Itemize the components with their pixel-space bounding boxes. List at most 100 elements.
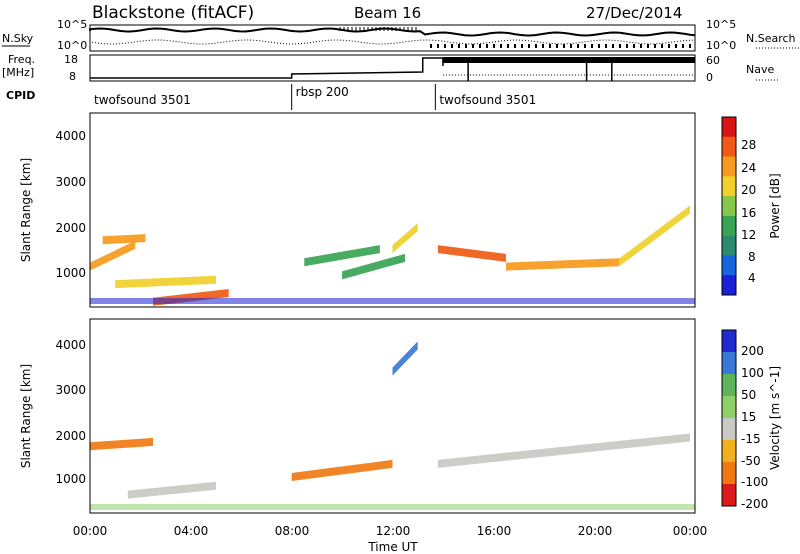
nsearch-dot: [675, 44, 677, 48]
nsearch-dot: [591, 44, 593, 48]
cpid-segment-label: twofsound 3501: [439, 93, 536, 107]
vel-cbar-tick: 100: [741, 366, 764, 380]
power-echo-band: [342, 253, 406, 280]
nsearch-dot: [535, 44, 537, 48]
nsearch-dot: [472, 44, 474, 48]
nsky-trace: [89, 27, 696, 48]
nsearch-dot: [654, 44, 656, 48]
power-colorbar: [722, 117, 736, 296]
nsky-line: [89, 27, 696, 37]
velocity-colorbar-cell: [722, 330, 736, 353]
velocity-heatmap: [90, 341, 695, 510]
nsearch-dot: [626, 44, 628, 48]
freq-tick-top: 18: [64, 53, 78, 66]
power-echo-band: [115, 275, 217, 289]
vel-cbar-tick: 200: [741, 344, 764, 358]
power-panel-frame: [89, 112, 696, 308]
time-axis: 00:00 04:00 08:00 12:00 16:00 20:00 00:0…: [73, 524, 708, 538]
freq-label-1: Freq.: [8, 53, 35, 66]
nsearch-dot: [682, 44, 684, 48]
beam-title: Beam 16: [354, 4, 421, 22]
nsearch-dot: [563, 44, 565, 48]
power-cbar-tick: 12: [741, 228, 756, 242]
power-cbar-tick: 16: [741, 206, 756, 220]
time-tick: 00:00: [73, 524, 108, 538]
nsearch-dot: [500, 44, 502, 48]
power-colorbar-cell: [722, 117, 736, 138]
power-colorbar-cell: [722, 255, 736, 276]
nsearch-dot: [430, 44, 432, 48]
power-heatmap: [90, 205, 695, 306]
nsearch-dot: [542, 44, 544, 48]
power-echo-band: [90, 240, 136, 271]
time-tick: 08:00: [275, 524, 310, 538]
nsearch-dot: [584, 44, 586, 48]
nsky-tick-bottom: 10^0: [57, 39, 87, 52]
vel-cbar-tick: -50: [741, 454, 761, 468]
velocity-y-axis: 4000 3000 2000 1000: [55, 338, 86, 486]
power-colorbar-label: Power [dB]: [768, 173, 782, 238]
vel-cbar-tick: -15: [741, 432, 761, 446]
nave-tick-top: 60: [706, 54, 720, 67]
nsky-tick-top: 10^5: [57, 18, 87, 31]
velocity-panel-bg: [90, 319, 695, 513]
nsearch-dot: [556, 44, 558, 48]
nsearch-dot: [640, 44, 642, 48]
power-cbar-tick: 28: [741, 138, 756, 152]
nsearch-dot: [605, 44, 607, 48]
nave-label: Nave: [746, 63, 774, 76]
nsearch-dot: [521, 44, 523, 48]
date-title: 27/Dec/2014: [586, 4, 682, 22]
nsearch-dot: [647, 44, 649, 48]
power-colorbar-cell: [722, 136, 736, 158]
nave-band: [442, 57, 695, 63]
velocity-echo-band: [437, 433, 690, 468]
nsearch-dot: [689, 44, 691, 48]
nsearch-dot: [598, 44, 600, 48]
power-echo-band: [437, 245, 506, 262]
power-ytick-3000: 3000: [55, 175, 86, 189]
velocity-colorbar-cell: [722, 352, 736, 375]
time-tick: 04:00: [174, 524, 209, 538]
velocity-ytick-4000: 4000: [55, 338, 86, 352]
cpid-segment-label: twofsound 3501: [94, 93, 191, 107]
power-cbar-tick: 4: [748, 271, 756, 285]
vel-cbar-tick: 15: [741, 410, 756, 424]
freq-label-2: [MHz]: [2, 66, 34, 79]
nsearch-tick-bottom: 10^0: [706, 39, 736, 52]
power-near-range: [90, 298, 695, 304]
nsearch-dot: [437, 44, 439, 48]
power-colorbar-cell: [722, 275, 736, 296]
station-title: Blackstone (fitACF): [92, 3, 254, 23]
nsearch-dot: [479, 44, 481, 48]
velocity-echo-band: [127, 481, 217, 499]
nsearch-dot: [661, 44, 663, 48]
power-colorbar-cell: [722, 196, 736, 217]
velocity-y-label: Slant Range [km]: [19, 364, 33, 468]
power-cbar-tick: 20: [741, 183, 756, 197]
time-axis-label: Time UT: [367, 540, 418, 554]
nsearch-dot: [444, 44, 446, 48]
nsearch-label: N.Search: [746, 32, 796, 45]
nsearch-dot: [507, 44, 509, 48]
power-y-axis: 4000 3000 2000 1000: [55, 129, 86, 280]
nsearch-dot: [577, 44, 579, 48]
time-tick: 12:00: [376, 524, 411, 538]
nsearch-dot: [549, 44, 551, 48]
power-colorbar-cell: [722, 235, 736, 256]
time-tick: 16:00: [477, 524, 512, 538]
velocity-colorbar-frame: [721, 329, 737, 507]
nsearch-dot: [668, 44, 670, 48]
power-echo-band: [505, 258, 620, 271]
vel-cbar-tick: -100: [741, 475, 768, 489]
power-cbar-tick: 24: [741, 161, 756, 175]
velocity-ytick-1000: 1000: [55, 472, 86, 486]
velocity-echo-band: [90, 437, 154, 451]
velocity-colorbar-cell: [722, 462, 736, 485]
nsearch-dot: [570, 44, 572, 48]
vel-cbar-tick: -200: [741, 497, 768, 511]
velocity-ytick-3000: 3000: [55, 383, 86, 397]
time-tick: 20:00: [578, 524, 613, 538]
nsearch-dot: [486, 44, 488, 48]
power-colorbar-cell: [722, 156, 736, 177]
